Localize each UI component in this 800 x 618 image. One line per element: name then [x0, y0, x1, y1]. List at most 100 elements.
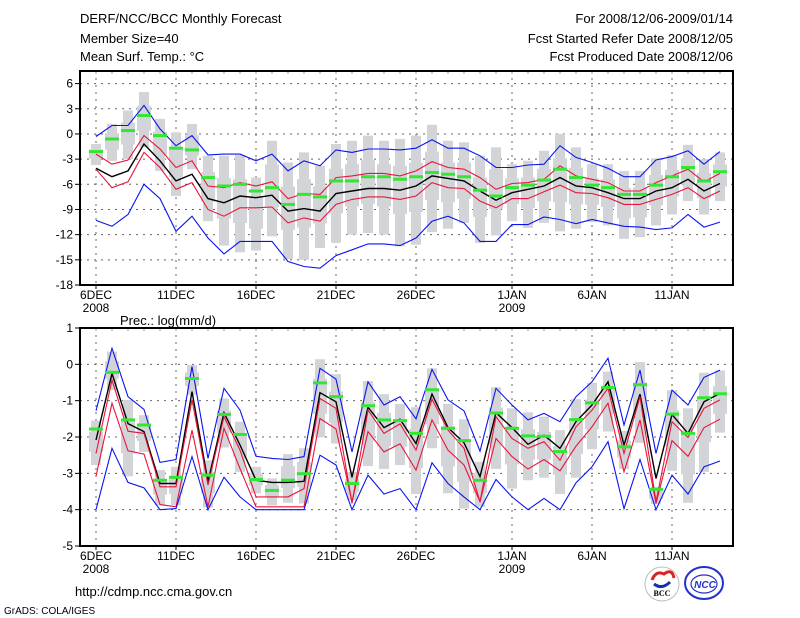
member-mean-mark: [521, 183, 535, 187]
ncc-logo-text: NCC: [694, 580, 716, 591]
member-mean-mark: [329, 179, 343, 183]
member-mean-mark: [313, 381, 327, 385]
member-mean-mark: [185, 148, 199, 152]
ensemble-iqr-box: [537, 168, 551, 202]
footer-url[interactable]: http://cdmp.ncc.cma.gov.cn: [75, 584, 232, 599]
ensemble-iqr-box: [137, 105, 151, 131]
member-mean-mark: [265, 488, 279, 492]
member-mean-mark: [537, 178, 551, 182]
ensemble-iqr-box: [377, 412, 391, 447]
outer-lower-line: [95, 183, 721, 269]
member-mean-mark: [233, 182, 247, 186]
ensemble-iqr-box: [89, 149, 103, 159]
x-tick-label: 11JAN: [654, 549, 689, 563]
member-mean-mark: [569, 418, 583, 422]
x-year-label: 2008: [83, 301, 110, 315]
ensemble-iqr-box: [505, 428, 519, 465]
ensemble-iqr-box: [121, 122, 135, 145]
bcc-logo: BCC: [644, 566, 680, 602]
x-tick-label: 6DEC: [80, 549, 112, 563]
y-tick-label: -6: [62, 177, 73, 191]
precip-label: Prec.: log(mm/d): [120, 313, 216, 328]
member-mean-mark: [489, 194, 503, 198]
member-mean-mark: [153, 134, 167, 138]
member-mean-mark: [329, 395, 343, 399]
member-mean-mark: [121, 129, 135, 133]
ensemble-iqr-box: [585, 178, 599, 205]
forecast-range: For 2008/12/06-2009/01/14: [575, 11, 733, 26]
ncc-logo: NCC: [684, 566, 724, 600]
x-tick-label: 26DEC: [397, 288, 436, 302]
y-tick-label: -1: [62, 394, 73, 408]
member-mean-mark: [89, 427, 103, 431]
ensemble-iqr-box: [649, 491, 663, 499]
member-mean-mark: [713, 170, 727, 174]
member-mean-mark: [441, 172, 455, 176]
member-mean-mark: [105, 137, 119, 141]
started-date: Fcst Started Refer Date 2008/12/05: [528, 31, 733, 46]
member-mean-mark: [425, 388, 439, 392]
member-mean-mark: [617, 445, 631, 449]
y-tick-label: -3: [62, 466, 73, 480]
member-mean-mark: [361, 175, 375, 179]
member-mean-mark: [633, 383, 647, 387]
ensemble-iqr-box: [713, 164, 727, 187]
member-mean-mark: [521, 434, 535, 438]
x-tick-label: 11DEC: [157, 288, 195, 302]
x-tick-label: 26DEC: [397, 549, 436, 563]
inner-lower-line: [95, 151, 721, 224]
outer-upper-line: [95, 104, 721, 178]
member-mean-mark: [681, 166, 695, 170]
ensemble-iqr-box: [441, 162, 455, 203]
ensemble-iqr-box: [153, 131, 167, 156]
ensemble-iqr-box: [697, 172, 711, 198]
ensemble-iqr-box: [105, 133, 119, 150]
inner-lower-line: [95, 401, 721, 508]
member-mean-mark: [457, 439, 471, 443]
member-mean-mark: [505, 186, 519, 190]
member-mean-mark: [537, 434, 551, 438]
ensemble-iqr-box: [425, 388, 439, 425]
bcc-logo-text: BCC: [654, 589, 671, 598]
member-mean-mark: [553, 450, 567, 454]
y-tick-label: -4: [62, 503, 73, 517]
ensemble-iqr-box: [329, 168, 343, 214]
plot-frame: [79, 70, 734, 286]
ensemble-iqr-box: [681, 431, 695, 475]
x-tick-label: 21DEC: [317, 549, 356, 563]
y-tick-label: -2: [62, 430, 73, 444]
ensemble-iqr-box: [617, 187, 631, 219]
ensemble-iqr-box: [473, 177, 487, 217]
member-mean-mark: [601, 386, 615, 390]
member-mean-mark: [697, 179, 711, 183]
member-mean-mark: [409, 175, 423, 179]
member-mean-mark: [665, 412, 679, 416]
member-mean-mark: [409, 431, 423, 435]
ensemble-line: [95, 370, 721, 485]
member-mean-mark: [473, 478, 487, 482]
member-mean-mark: [649, 487, 663, 491]
member-mean-mark: [249, 189, 263, 193]
member-mean-mark: [601, 186, 615, 190]
ensemble-iqr-box: [121, 419, 135, 454]
x-tick-label: 1JAN: [497, 288, 526, 302]
member-mean-mark: [201, 473, 215, 477]
grads-credit: GrADS: COLA/IGES: [4, 606, 95, 617]
member-mean-mark: [217, 184, 231, 188]
member-mean-mark: [153, 478, 167, 482]
y-tick-label: 3: [66, 102, 73, 116]
member-mean-mark: [553, 167, 567, 171]
member-mean-mark: [201, 176, 215, 180]
x-year-label: 2008: [83, 562, 110, 576]
ensemble-iqr-box: [649, 175, 663, 206]
y-tick-label: -15: [56, 253, 74, 267]
member-mean-mark: [697, 396, 711, 400]
x-year-label: 2009: [499, 562, 526, 576]
x-tick-label: 6JAN: [577, 288, 606, 302]
member-mean-mark: [105, 370, 119, 374]
member-mean-mark: [393, 177, 407, 181]
member-mean-mark: [345, 482, 359, 486]
member-mean-mark: [617, 192, 631, 196]
